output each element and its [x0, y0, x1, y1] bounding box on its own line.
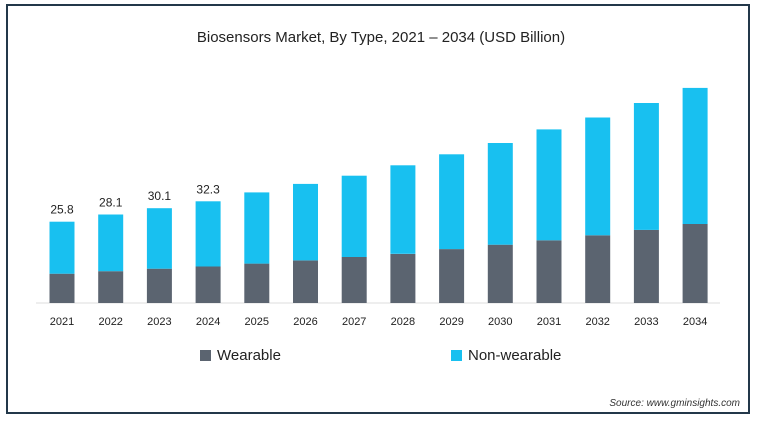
- chart-frame: [6, 4, 750, 414]
- bar-non-wearable-2024: [195, 201, 221, 267]
- bar-wearable-2024: [195, 266, 221, 303]
- legend-item-wearable: Wearable: [200, 347, 281, 364]
- x-tick-label-2025: 2025: [245, 316, 269, 328]
- x-tick-label-2027: 2027: [342, 316, 366, 328]
- bar-wearable-2021: [49, 273, 75, 303]
- bar-wearable-2025: [244, 263, 270, 303]
- bar-wearable-2028: [390, 253, 416, 303]
- x-tick-label-2028: 2028: [391, 316, 415, 328]
- bar-non-wearable-2027: [341, 175, 367, 257]
- legend-label-wearable: Wearable: [217, 347, 281, 364]
- bar-non-wearable-2021: [49, 221, 75, 274]
- x-tick-label-2031: 2031: [537, 316, 561, 328]
- legend-item-non-wearable: Non-wearable: [451, 347, 561, 364]
- bar-wearable-2032: [585, 235, 611, 303]
- x-tick-label-2032: 2032: [585, 316, 609, 328]
- legend-label-non-wearable: Non-wearable: [468, 347, 562, 364]
- x-tick-label-2026: 2026: [293, 316, 317, 328]
- bar-wearable-2030: [487, 244, 513, 303]
- x-tick-label-2024: 2024: [196, 316, 220, 328]
- bar-non-wearable-2033: [633, 103, 659, 230]
- bar-non-wearable-2030: [487, 143, 513, 245]
- bar-non-wearable-2031: [536, 129, 562, 241]
- bar-wearable-2034: [682, 223, 708, 303]
- source-note: Source: www.gminsights.com: [609, 398, 740, 409]
- legend-swatch-non-wearable: [451, 350, 462, 361]
- bar-non-wearable-2023: [146, 208, 172, 269]
- bar-non-wearable-2026: [293, 183, 318, 261]
- bar-wearable-2022: [98, 271, 124, 303]
- data-label-2024: 32.3: [196, 182, 220, 196]
- x-tick-label-2029: 2029: [439, 316, 463, 328]
- data-label-2023: 30.1: [148, 189, 172, 203]
- bar-non-wearable-2025: [244, 192, 270, 264]
- bar-non-wearable-2032: [585, 117, 611, 236]
- bar-non-wearable-2034: [682, 87, 708, 225]
- x-tick-label-2034: 2034: [683, 316, 707, 328]
- bar-non-wearable-2028: [390, 165, 416, 254]
- legend: Wearable Non-wearable: [0, 347, 762, 367]
- bar-wearable-2023: [146, 268, 172, 303]
- bar-wearable-2029: [439, 249, 465, 303]
- x-tick-label-2033: 2033: [634, 316, 658, 328]
- bar-wearable-2033: [633, 229, 659, 303]
- chart-title: Biosensors Market, By Type, 2021 – 2034 …: [196, 29, 566, 46]
- bar-non-wearable-2022: [98, 214, 124, 272]
- data-label-2022: 28.1: [99, 196, 123, 210]
- legend-swatch-wearable: [200, 350, 211, 361]
- bar-non-wearable-2029: [439, 154, 465, 250]
- x-tick-label-2022: 2022: [98, 316, 122, 328]
- data-label-2021: 25.8: [50, 203, 74, 217]
- bar-wearable-2031: [536, 240, 562, 303]
- x-tick-label-2023: 2023: [147, 316, 171, 328]
- x-tick-label-2030: 2030: [488, 316, 512, 328]
- x-tick-label-2021: 2021: [50, 316, 74, 328]
- bar-wearable-2026: [293, 260, 318, 303]
- bar-wearable-2027: [341, 257, 367, 303]
